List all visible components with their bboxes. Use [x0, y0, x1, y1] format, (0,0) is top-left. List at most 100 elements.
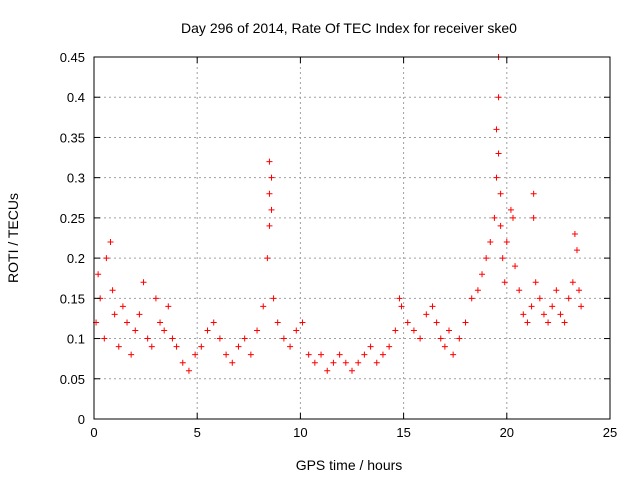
- data-point: [107, 239, 114, 246]
- y-tick-label: 0.05: [60, 372, 85, 387]
- data-point: [392, 327, 399, 334]
- data-point: [264, 255, 271, 262]
- data-point: [468, 295, 475, 302]
- data-point: [293, 327, 300, 334]
- data-point: [144, 335, 151, 342]
- data-point: [152, 295, 159, 302]
- data-point: [260, 303, 267, 310]
- data-point: [545, 319, 552, 326]
- y-tick-label: 0.3: [67, 171, 85, 186]
- data-point: [330, 359, 337, 366]
- data-point: [474, 287, 481, 294]
- data-point: [305, 351, 312, 358]
- data-point: [487, 239, 494, 246]
- data-point: [109, 287, 116, 294]
- data-point: [571, 230, 578, 237]
- data-point: [450, 351, 457, 358]
- y-tick-label: 0.25: [60, 211, 85, 226]
- data-point: [520, 311, 527, 318]
- data-point: [229, 359, 236, 366]
- data-point: [266, 190, 273, 197]
- data-point: [404, 319, 411, 326]
- data-point: [336, 351, 343, 358]
- y-tick-label: 0: [78, 412, 85, 427]
- data-point: [128, 351, 135, 358]
- data-point: [355, 359, 362, 366]
- x-axis-label: GPS time / hours: [296, 457, 403, 473]
- data-point: [497, 222, 504, 229]
- data-point: [169, 335, 176, 342]
- data-point: [398, 303, 405, 310]
- y-axis-label: ROTI / TECUs: [5, 193, 21, 283]
- data-point: [268, 206, 275, 213]
- x-tick-label: 15: [396, 425, 410, 440]
- plot-frame: [93, 56, 611, 420]
- data-point: [429, 303, 436, 310]
- x-tick-label: 10: [293, 425, 307, 440]
- data-point: [456, 335, 463, 342]
- data-point: [111, 311, 118, 318]
- data-point: [423, 311, 430, 318]
- data-point: [161, 327, 168, 334]
- data-point: [373, 359, 380, 366]
- data-point: [349, 367, 355, 374]
- data-point: [185, 367, 192, 374]
- data-point: [565, 295, 572, 302]
- x-tick-label: 20: [500, 425, 514, 440]
- data-point: [311, 359, 318, 366]
- data-point: [528, 303, 535, 310]
- data-point: [493, 174, 500, 181]
- data-point: [379, 351, 386, 358]
- data-point: [540, 311, 547, 318]
- data-point: [280, 335, 287, 342]
- data-point: [173, 343, 180, 350]
- data-point: [136, 311, 143, 318]
- data-point: [437, 335, 444, 342]
- data-point: [524, 319, 531, 326]
- data-point: [287, 343, 294, 350]
- data-point: [198, 343, 205, 350]
- data-point: [532, 279, 539, 286]
- data-point: [576, 287, 583, 294]
- axis-ticks: 0 5 10 15 20 25 0 0.05 0.1 0.15 0.2 0.25 0.3 0.35 0.4 0…: [60, 50, 618, 440]
- data-point: [386, 343, 393, 350]
- data-point: [536, 295, 543, 302]
- data-point: [247, 351, 254, 358]
- data-point: [318, 351, 325, 358]
- data-point: [553, 287, 560, 294]
- data-point: [235, 343, 242, 350]
- data-point: [479, 271, 486, 278]
- data-point: [274, 319, 281, 326]
- x-tick-label: 5: [194, 425, 201, 440]
- data-point: [441, 343, 448, 350]
- data-point: [157, 319, 164, 326]
- data-point: [507, 206, 514, 213]
- data-point: [204, 327, 211, 334]
- data-point: [396, 295, 403, 302]
- data-point: [493, 126, 500, 133]
- data-point: [324, 367, 331, 374]
- data-point: [483, 255, 490, 262]
- data-point: [433, 319, 440, 326]
- data-point: [501, 279, 508, 286]
- y-tick-label: 0.1: [67, 332, 85, 347]
- data-point: [101, 335, 108, 342]
- data-point: [223, 351, 230, 358]
- data-point: [95, 271, 102, 278]
- data-point: [561, 319, 568, 326]
- grid-lines: [94, 57, 610, 419]
- data-point: [499, 255, 506, 262]
- data-point: [124, 319, 131, 326]
- data-point: [342, 359, 349, 366]
- y-tick-label: 0.35: [60, 130, 85, 145]
- y-tick-label: 0.4: [67, 90, 85, 105]
- data-point: [495, 150, 502, 157]
- data-point: [241, 335, 248, 342]
- x-tick-label: 25: [603, 425, 617, 440]
- data-point: [268, 174, 275, 181]
- data-point: [148, 343, 155, 350]
- data-point: [179, 359, 186, 366]
- data-point: [367, 343, 374, 350]
- data-point: [103, 255, 110, 262]
